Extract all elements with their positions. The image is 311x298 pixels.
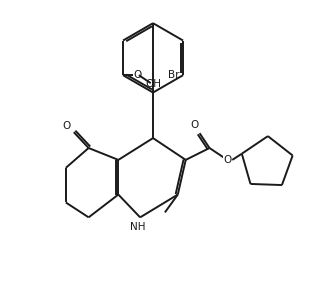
Text: O: O: [63, 121, 71, 131]
Text: Br: Br: [168, 70, 179, 80]
Text: OH: OH: [145, 79, 161, 89]
Text: O: O: [223, 155, 231, 165]
Text: O: O: [133, 70, 141, 80]
Text: O: O: [190, 120, 199, 130]
Text: NH: NH: [130, 222, 146, 232]
